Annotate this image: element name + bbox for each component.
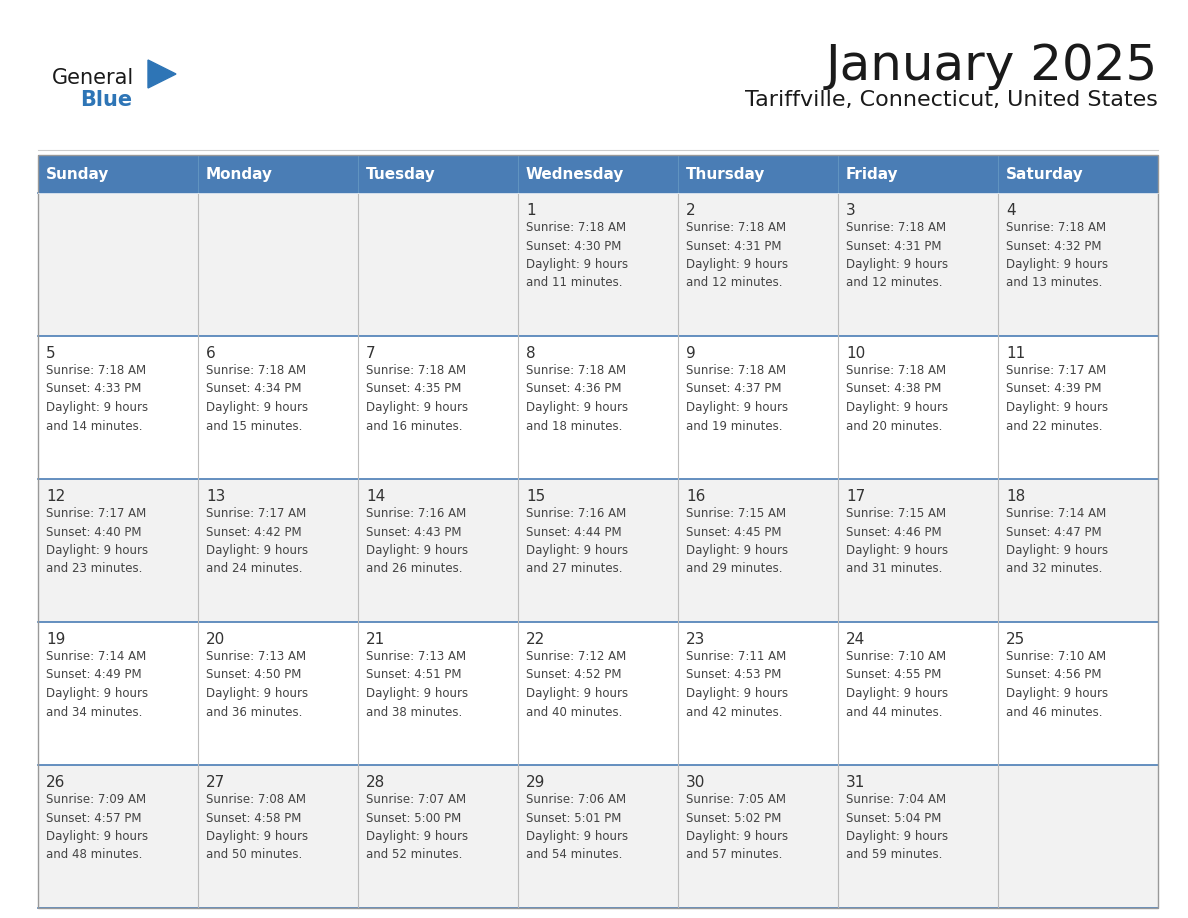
Text: Sunrise: 7:10 AM
Sunset: 4:55 PM
Daylight: 9 hours
and 44 minutes.: Sunrise: 7:10 AM Sunset: 4:55 PM Dayligh…: [846, 650, 948, 719]
Text: 3: 3: [846, 203, 855, 218]
Text: 4: 4: [1006, 203, 1016, 218]
FancyBboxPatch shape: [38, 479, 1158, 622]
Text: Thursday: Thursday: [685, 166, 765, 182]
Text: Sunrise: 7:06 AM
Sunset: 5:01 PM
Daylight: 9 hours
and 54 minutes.: Sunrise: 7:06 AM Sunset: 5:01 PM Dayligh…: [526, 793, 628, 861]
Text: Sunrise: 7:17 AM
Sunset: 4:42 PM
Daylight: 9 hours
and 24 minutes.: Sunrise: 7:17 AM Sunset: 4:42 PM Dayligh…: [206, 507, 308, 576]
Text: Tariffville, Connecticut, United States: Tariffville, Connecticut, United States: [745, 90, 1158, 110]
Text: 9: 9: [685, 346, 696, 361]
FancyBboxPatch shape: [38, 193, 1158, 336]
FancyBboxPatch shape: [38, 336, 1158, 479]
Text: 26: 26: [46, 775, 65, 790]
Text: 31: 31: [846, 775, 865, 790]
Text: Sunrise: 7:16 AM
Sunset: 4:44 PM
Daylight: 9 hours
and 27 minutes.: Sunrise: 7:16 AM Sunset: 4:44 PM Dayligh…: [526, 507, 628, 576]
Text: 2: 2: [685, 203, 696, 218]
Text: Sunrise: 7:18 AM
Sunset: 4:34 PM
Daylight: 9 hours
and 15 minutes.: Sunrise: 7:18 AM Sunset: 4:34 PM Dayligh…: [206, 364, 308, 432]
Text: General: General: [52, 68, 134, 88]
Text: 15: 15: [526, 489, 545, 504]
Text: Sunrise: 7:17 AM
Sunset: 4:40 PM
Daylight: 9 hours
and 23 minutes.: Sunrise: 7:17 AM Sunset: 4:40 PM Dayligh…: [46, 507, 148, 576]
Text: Sunrise: 7:09 AM
Sunset: 4:57 PM
Daylight: 9 hours
and 48 minutes.: Sunrise: 7:09 AM Sunset: 4:57 PM Dayligh…: [46, 793, 148, 861]
Text: Sunrise: 7:04 AM
Sunset: 5:04 PM
Daylight: 9 hours
and 59 minutes.: Sunrise: 7:04 AM Sunset: 5:04 PM Dayligh…: [846, 793, 948, 861]
Text: Sunrise: 7:15 AM
Sunset: 4:45 PM
Daylight: 9 hours
and 29 minutes.: Sunrise: 7:15 AM Sunset: 4:45 PM Dayligh…: [685, 507, 788, 576]
Text: Wednesday: Wednesday: [526, 166, 625, 182]
Text: Tuesday: Tuesday: [366, 166, 436, 182]
Text: Sunrise: 7:14 AM
Sunset: 4:49 PM
Daylight: 9 hours
and 34 minutes.: Sunrise: 7:14 AM Sunset: 4:49 PM Dayligh…: [46, 650, 148, 719]
Text: Sunrise: 7:12 AM
Sunset: 4:52 PM
Daylight: 9 hours
and 40 minutes.: Sunrise: 7:12 AM Sunset: 4:52 PM Dayligh…: [526, 650, 628, 719]
Text: Sunrise: 7:11 AM
Sunset: 4:53 PM
Daylight: 9 hours
and 42 minutes.: Sunrise: 7:11 AM Sunset: 4:53 PM Dayligh…: [685, 650, 788, 719]
Text: Sunrise: 7:18 AM
Sunset: 4:31 PM
Daylight: 9 hours
and 12 minutes.: Sunrise: 7:18 AM Sunset: 4:31 PM Dayligh…: [685, 221, 788, 289]
Text: Sunrise: 7:10 AM
Sunset: 4:56 PM
Daylight: 9 hours
and 46 minutes.: Sunrise: 7:10 AM Sunset: 4:56 PM Dayligh…: [1006, 650, 1108, 719]
Text: 30: 30: [685, 775, 706, 790]
Text: 23: 23: [685, 632, 706, 647]
Text: Blue: Blue: [80, 90, 132, 110]
Text: Sunrise: 7:18 AM
Sunset: 4:35 PM
Daylight: 9 hours
and 16 minutes.: Sunrise: 7:18 AM Sunset: 4:35 PM Dayligh…: [366, 364, 468, 432]
Text: Sunrise: 7:17 AM
Sunset: 4:39 PM
Daylight: 9 hours
and 22 minutes.: Sunrise: 7:17 AM Sunset: 4:39 PM Dayligh…: [1006, 364, 1108, 432]
Text: January 2025: January 2025: [826, 42, 1158, 90]
Text: 18: 18: [1006, 489, 1025, 504]
Text: 22: 22: [526, 632, 545, 647]
Text: 28: 28: [366, 775, 385, 790]
Text: 24: 24: [846, 632, 865, 647]
Text: Sunrise: 7:18 AM
Sunset: 4:31 PM
Daylight: 9 hours
and 12 minutes.: Sunrise: 7:18 AM Sunset: 4:31 PM Dayligh…: [846, 221, 948, 289]
Text: 10: 10: [846, 346, 865, 361]
Text: 7: 7: [366, 346, 375, 361]
Text: 14: 14: [366, 489, 385, 504]
FancyBboxPatch shape: [38, 622, 1158, 765]
Text: Sunrise: 7:16 AM
Sunset: 4:43 PM
Daylight: 9 hours
and 26 minutes.: Sunrise: 7:16 AM Sunset: 4:43 PM Dayligh…: [366, 507, 468, 576]
Text: 20: 20: [206, 632, 226, 647]
Text: 27: 27: [206, 775, 226, 790]
Text: Friday: Friday: [846, 166, 898, 182]
Text: Sunrise: 7:13 AM
Sunset: 4:50 PM
Daylight: 9 hours
and 36 minutes.: Sunrise: 7:13 AM Sunset: 4:50 PM Dayligh…: [206, 650, 308, 719]
Text: Sunday: Sunday: [46, 166, 109, 182]
Polygon shape: [148, 60, 176, 88]
Text: 19: 19: [46, 632, 65, 647]
Text: Sunrise: 7:18 AM
Sunset: 4:32 PM
Daylight: 9 hours
and 13 minutes.: Sunrise: 7:18 AM Sunset: 4:32 PM Dayligh…: [1006, 221, 1108, 289]
Text: Sunrise: 7:13 AM
Sunset: 4:51 PM
Daylight: 9 hours
and 38 minutes.: Sunrise: 7:13 AM Sunset: 4:51 PM Dayligh…: [366, 650, 468, 719]
Text: Sunrise: 7:08 AM
Sunset: 4:58 PM
Daylight: 9 hours
and 50 minutes.: Sunrise: 7:08 AM Sunset: 4:58 PM Dayligh…: [206, 793, 308, 861]
Text: Sunrise: 7:18 AM
Sunset: 4:30 PM
Daylight: 9 hours
and 11 minutes.: Sunrise: 7:18 AM Sunset: 4:30 PM Dayligh…: [526, 221, 628, 289]
FancyBboxPatch shape: [38, 765, 1158, 908]
Text: 21: 21: [366, 632, 385, 647]
Text: 12: 12: [46, 489, 65, 504]
Text: 8: 8: [526, 346, 536, 361]
Text: 25: 25: [1006, 632, 1025, 647]
Text: 13: 13: [206, 489, 226, 504]
Text: 6: 6: [206, 346, 216, 361]
Text: Sunrise: 7:18 AM
Sunset: 4:36 PM
Daylight: 9 hours
and 18 minutes.: Sunrise: 7:18 AM Sunset: 4:36 PM Dayligh…: [526, 364, 628, 432]
Text: 1: 1: [526, 203, 536, 218]
Text: Sunrise: 7:18 AM
Sunset: 4:33 PM
Daylight: 9 hours
and 14 minutes.: Sunrise: 7:18 AM Sunset: 4:33 PM Dayligh…: [46, 364, 148, 432]
Text: 16: 16: [685, 489, 706, 504]
Text: 17: 17: [846, 489, 865, 504]
Text: Sunrise: 7:15 AM
Sunset: 4:46 PM
Daylight: 9 hours
and 31 minutes.: Sunrise: 7:15 AM Sunset: 4:46 PM Dayligh…: [846, 507, 948, 576]
Text: Sunrise: 7:14 AM
Sunset: 4:47 PM
Daylight: 9 hours
and 32 minutes.: Sunrise: 7:14 AM Sunset: 4:47 PM Dayligh…: [1006, 507, 1108, 576]
Text: 29: 29: [526, 775, 545, 790]
Text: Sunrise: 7:18 AM
Sunset: 4:37 PM
Daylight: 9 hours
and 19 minutes.: Sunrise: 7:18 AM Sunset: 4:37 PM Dayligh…: [685, 364, 788, 432]
Text: Monday: Monday: [206, 166, 273, 182]
Text: Sunrise: 7:18 AM
Sunset: 4:38 PM
Daylight: 9 hours
and 20 minutes.: Sunrise: 7:18 AM Sunset: 4:38 PM Dayligh…: [846, 364, 948, 432]
Text: Sunrise: 7:05 AM
Sunset: 5:02 PM
Daylight: 9 hours
and 57 minutes.: Sunrise: 7:05 AM Sunset: 5:02 PM Dayligh…: [685, 793, 788, 861]
FancyBboxPatch shape: [38, 155, 1158, 193]
Text: 5: 5: [46, 346, 56, 361]
Text: Sunrise: 7:07 AM
Sunset: 5:00 PM
Daylight: 9 hours
and 52 minutes.: Sunrise: 7:07 AM Sunset: 5:00 PM Dayligh…: [366, 793, 468, 861]
Text: Saturday: Saturday: [1006, 166, 1083, 182]
Text: 11: 11: [1006, 346, 1025, 361]
